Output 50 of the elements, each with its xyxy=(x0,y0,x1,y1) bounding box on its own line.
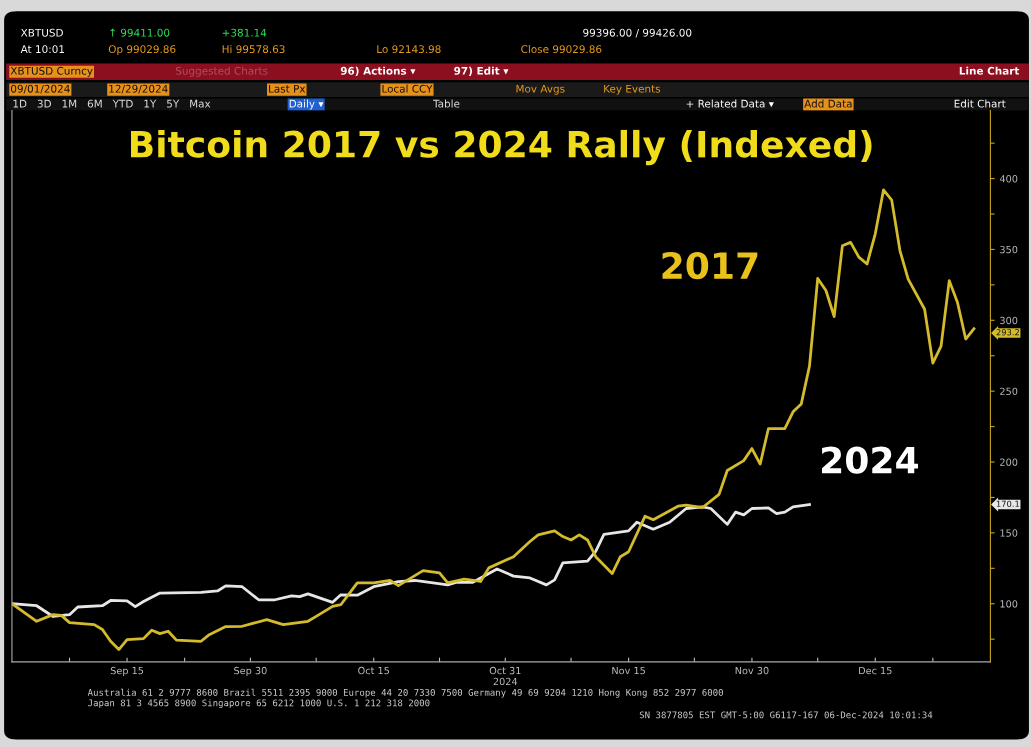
text: Mov Avgs xyxy=(516,84,565,95)
text: Op 99029.86 xyxy=(108,45,176,56)
y-tick-label: 150 xyxy=(1000,529,1018,537)
x-tick-label: Sep 30 xyxy=(234,666,267,677)
x-tick-label: Dec 15 xyxy=(859,667,892,675)
text: Australia 61 2 9777 8600 Brazil 5511 2395 9000 Europe 44 20 7330 7500 Germany 49 69 9204 1210 Hong Kong 852 2977 6000 xyxy=(87,688,723,698)
text: SN 3877805 EST GMT-5:00 G6117-167 06-Dec-2024 10:01:34 xyxy=(639,711,933,719)
series-label: 2024 xyxy=(822,446,918,474)
text: Suggested Charts xyxy=(175,66,268,77)
text: 170.1 xyxy=(996,500,1020,507)
text: 96) Actions ▾ xyxy=(340,66,416,76)
text: At 10:01 xyxy=(20,45,65,54)
text: ↑ 99411.00 xyxy=(110,28,170,37)
text: Close 99029.86 xyxy=(521,45,602,54)
text: + Related Data ▾ xyxy=(686,99,774,108)
text: Lo 92143.98 xyxy=(377,45,441,54)
text: +381.14 xyxy=(222,28,267,37)
text: 12/29/2024 xyxy=(109,84,168,94)
text: 97) Edit ▾ xyxy=(454,66,509,76)
y-tick-label: 400 xyxy=(999,175,1018,183)
text: Bitcoin 2017 vs 2024 Rally (Indexed) xyxy=(131,129,872,166)
y-tick-label: 350 xyxy=(1000,245,1018,254)
y-tick-label: 300 xyxy=(1000,316,1018,325)
x-tick-label: Oct 15 xyxy=(358,666,390,675)
text: Line Chart xyxy=(959,66,1020,75)
y-tick-label: 100 xyxy=(1000,600,1018,608)
line-series xyxy=(11,188,976,651)
text: 09/01/2024 xyxy=(11,84,70,94)
x-tick-label: Nov 30 xyxy=(735,666,769,675)
x-tick-label: Nov 15 xyxy=(612,667,645,675)
text: 293.2 xyxy=(996,329,1019,336)
text: XBTUSD Curncy xyxy=(10,66,93,77)
text: Daily ▾ xyxy=(289,99,324,110)
y-tick-label: 250 xyxy=(1000,387,1018,395)
text: Table xyxy=(432,99,460,108)
text: 99396.00 / 99426.00 xyxy=(583,28,692,38)
text: Hi 99578.63 xyxy=(222,45,285,54)
text: Local CCY xyxy=(382,84,433,93)
text: Edit Chart xyxy=(954,99,1006,108)
text: Key Events xyxy=(604,84,661,95)
series-label: 2017 xyxy=(662,251,758,280)
x-tick-label: Sep 15 xyxy=(110,666,144,677)
x-tick-label: Oct 31 2024 xyxy=(489,666,521,686)
y-tick-label: 200 xyxy=(1000,458,1018,466)
text: XBTUSD xyxy=(20,28,63,37)
text: Add Data xyxy=(804,99,852,108)
text: 1D 3D 1M 6M YTD 1Y 5Y Max xyxy=(13,99,211,108)
text: Japan 81 3 4565 8900 Singapore 65 6212 1000 U.S. 1 212 318 2000 xyxy=(88,699,430,709)
line-series xyxy=(11,503,811,618)
text: Last Px xyxy=(269,84,306,93)
